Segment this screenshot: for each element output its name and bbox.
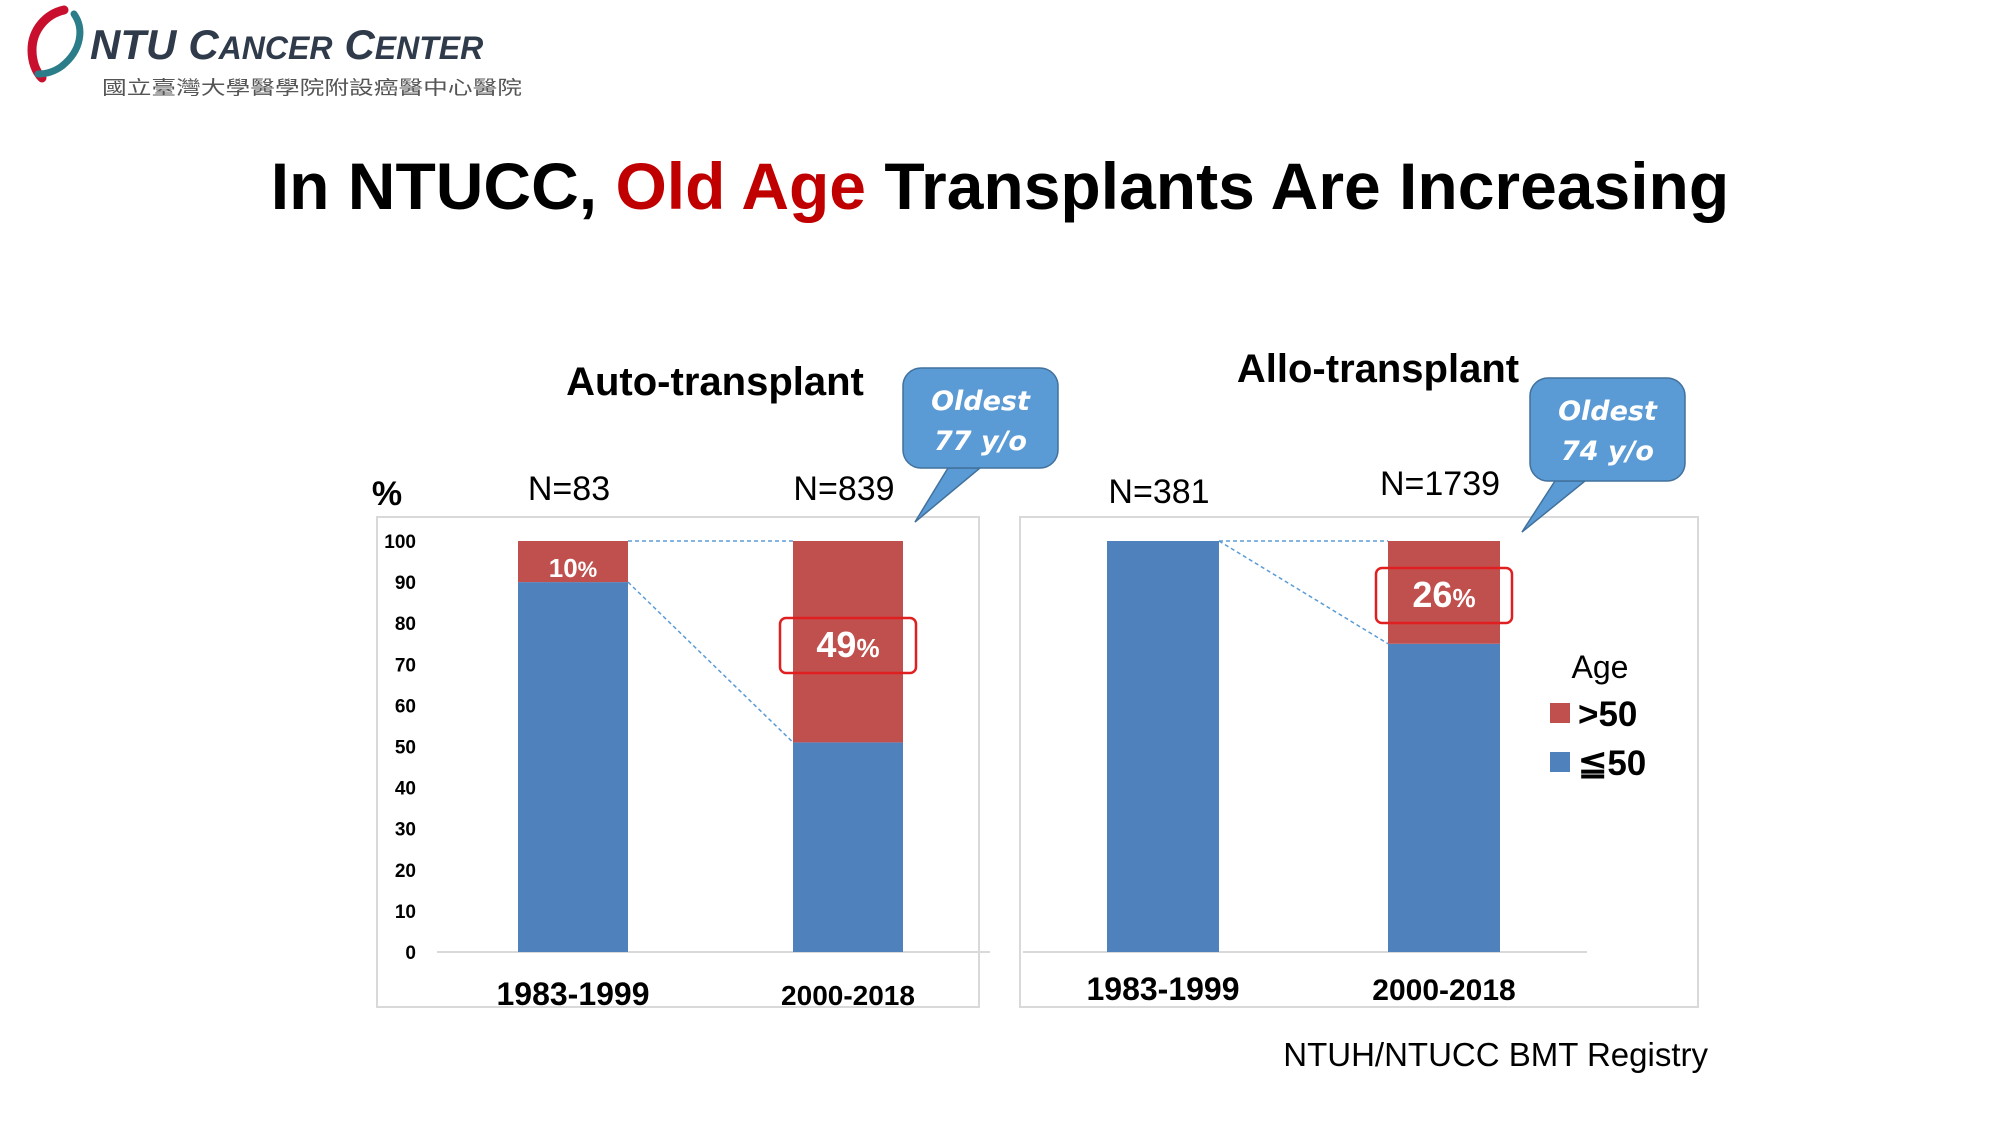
chart1-plot-frame (376, 516, 980, 1008)
allo-transplant-chart: Allo-transplant 1983-1999 N=381 2000-2018 N… (1019, 347, 1699, 1008)
chart2-legend-label: >50 (1578, 695, 1637, 734)
chart1-highlight-box (778, 616, 918, 675)
source-footnote: NTUH/NTUCC BMT Registry (1283, 1036, 1708, 1073)
chart1-y-tick-label: 50 (395, 738, 416, 759)
chart1-bar-le50-1983-1999 (518, 582, 628, 952)
slide-title: In NTUCC, Old Age Transplants Are Increa… (0, 148, 2000, 224)
logo-arc-teal (34, 10, 84, 78)
chart1-bar-gt50-1983-1999 (518, 541, 628, 583)
chart1-callout-line2: 77 y/o (934, 426, 1027, 457)
title-highlight: Old Age (615, 149, 866, 223)
chart2-plot-frame (1019, 516, 1699, 1008)
chart1-y-axis-label: % (372, 475, 402, 513)
title-text-after: Transplants Are Increasing (866, 149, 1730, 223)
ntu-cancer-center-logo: NTU CANCER CENTER 國立臺灣大學醫學院附設癌醫中心醫院 (27, 5, 522, 99)
chart1-y-tick-label: 80 (395, 614, 416, 635)
chart2-legend-title: Age (1572, 649, 1629, 685)
chart2-legend-label: ≦50 (1578, 744, 1646, 783)
chart2-highlight-box (1374, 566, 1514, 625)
chart1-callout-tail (914, 467, 983, 523)
chart1-title: Auto-transplant (566, 360, 864, 404)
chart2-title: Allo-transplant (1237, 347, 1519, 391)
chart1-y-tick-label: 10 (395, 902, 416, 923)
logo-title: NTU CANCER CENTER (90, 21, 483, 68)
chart2-legend-swatch (1550, 752, 1570, 772)
chart1-callout-line1: Oldest (931, 386, 1031, 417)
chart1-data-label-1983-1999: 10% (549, 553, 597, 583)
title-text-before: In NTUCC, (270, 149, 616, 223)
chart2-connector-split (1218, 540, 1389, 645)
chart1-y-tick-label: 20 (395, 861, 416, 882)
chart2-callout-line1: Oldest (1558, 396, 1658, 427)
auto-transplant-chart: Auto-transplant % 0 10 20 30 40 50 60 70 80 90 100… (372, 360, 1059, 1012)
chart2-callout-bubble (1529, 377, 1686, 482)
chart1-category-label: 2000-2018 (781, 980, 915, 1011)
chart1-y-tick-label: 30 (395, 820, 416, 841)
chart2-category-label: 2000-2018 (1372, 974, 1515, 1007)
chart2-bar-le50-2000-2018 (1388, 643, 1500, 952)
chart2-bar-le50-1983-1999 (1107, 541, 1219, 952)
chart2-bar-gt50-2000-2018 (1388, 541, 1500, 644)
chart2-n-label: N=1739 (1380, 465, 1500, 503)
chart1-y-tick-label: 100 (384, 532, 416, 553)
chart1-connector-split (627, 581, 794, 743)
chart1-data-label-2000-2018: 49% (816, 624, 879, 665)
chart1-bar-le50-2000-2018 (793, 742, 903, 952)
chart1-y-tick-label: 40 (395, 779, 416, 800)
logo-subtitle: 國立臺灣大學醫學院附設癌醫中心醫院 (102, 77, 522, 99)
chart2-legend-swatch (1550, 703, 1570, 723)
chart2-n-label: N=381 (1108, 473, 1209, 511)
chart1-n-label: N=83 (528, 470, 610, 508)
chart1-y-tick-label: 0 (405, 943, 416, 964)
chart1-y-tick-label: 70 (395, 655, 416, 676)
chart1-bar-gt50-2000-2018 (793, 541, 903, 743)
chart1-n-label: N=839 (793, 470, 894, 508)
chart1-callout-bubble (902, 367, 1059, 469)
chart1-y-tick-label: 90 (395, 573, 416, 594)
chart1-y-tick-label: 60 (395, 696, 416, 717)
chart2-callout-tail (1521, 480, 1588, 533)
chart2-callout-line2: 74 y/o (1561, 436, 1654, 467)
chart2-category-label: 1983-1999 (1086, 971, 1239, 1007)
chart2-data-label-2000-2018: 26% (1412, 574, 1475, 615)
chart1-category-label: 1983-1999 (496, 976, 649, 1012)
